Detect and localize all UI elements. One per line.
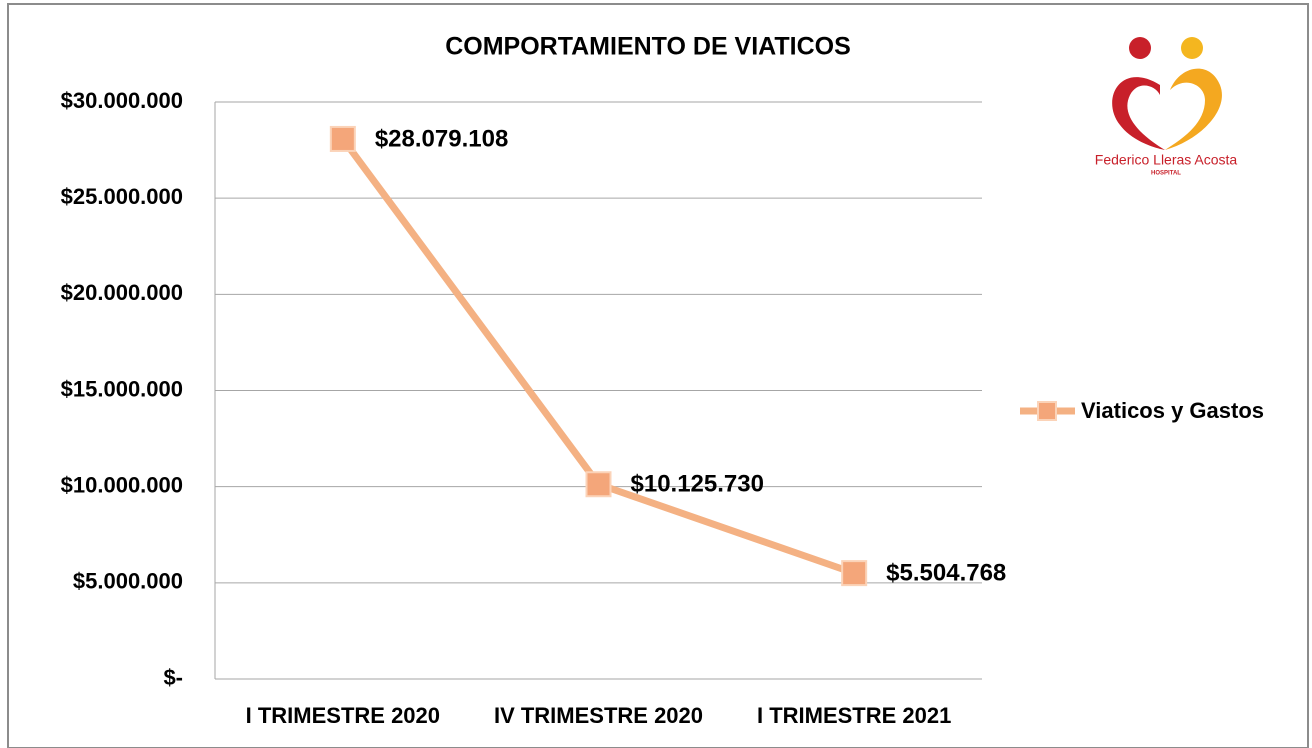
x-tick-label: I TRIMESTRE 2021 bbox=[757, 703, 951, 728]
chart-title: COMPORTAMIENTO DE VIATICOS bbox=[445, 33, 851, 61]
value-label: $5.504.768 bbox=[886, 559, 1006, 586]
logo-subtitle: HOSPITAL bbox=[1151, 171, 1181, 177]
y-tick-label: $5.000.000 bbox=[73, 569, 183, 594]
logo-heart-red bbox=[1112, 77, 1165, 150]
y-tick-label: $20.000.000 bbox=[61, 280, 183, 305]
chart-frame bbox=[7, 3, 1309, 748]
y-tick-label: $15.000.000 bbox=[61, 376, 183, 401]
logo-head-yellow bbox=[1181, 37, 1203, 59]
x-tick-label: IV TRIMESTRE 2020 bbox=[494, 703, 703, 728]
series-marker bbox=[585, 471, 612, 498]
value-label: $28.079.108 bbox=[375, 125, 508, 152]
y-tick-label: $30.000.000 bbox=[61, 88, 183, 113]
legend-marker bbox=[1037, 401, 1057, 421]
series-marker bbox=[329, 125, 356, 152]
value-label: $10.125.730 bbox=[631, 471, 764, 498]
x-tick-label: I TRIMESTRE 2020 bbox=[246, 703, 440, 728]
logo-head-red bbox=[1129, 37, 1151, 59]
logo: Federico Lleras Acosta HOSPITAL bbox=[1095, 37, 1238, 177]
legend-label: Viaticos y Gastos bbox=[1081, 398, 1264, 423]
logo-name: Federico Lleras Acosta bbox=[1095, 152, 1238, 168]
y-tick-label: $- bbox=[163, 665, 183, 690]
logo-heart-yellow bbox=[1165, 68, 1222, 150]
y-tick-label: $25.000.000 bbox=[61, 184, 183, 209]
series-marker bbox=[841, 560, 868, 587]
y-tick-label: $10.000.000 bbox=[61, 472, 183, 497]
